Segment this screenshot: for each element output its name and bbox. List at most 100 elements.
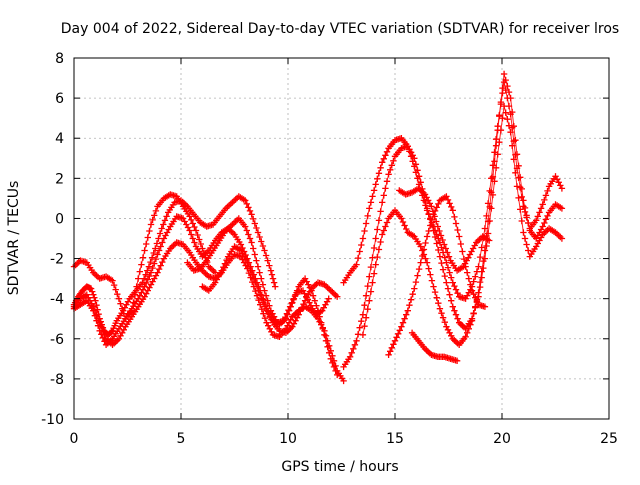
- data-point-marker: [537, 205, 545, 212]
- data-point-marker: [478, 268, 485, 275]
- data-point-marker: [468, 317, 476, 324]
- data-point-marker: [295, 311, 302, 318]
- data-point-marker: [148, 254, 156, 261]
- y-tick-label: -10: [41, 412, 64, 428]
- data-point-marker: [248, 239, 255, 246]
- data-point-marker: [525, 219, 532, 227]
- data-point-marker: [500, 102, 508, 110]
- y-tick-label: -2: [50, 252, 64, 268]
- data-point-marker: [156, 230, 164, 237]
- data-point-marker: [98, 323, 105, 330]
- data-point-marker: [364, 306, 371, 313]
- data-point-marker: [541, 219, 548, 227]
- data-point-marker: [110, 281, 118, 289]
- data-point-marker: [250, 245, 257, 252]
- data-point-marker: [149, 216, 156, 224]
- data-point-marker: [153, 240, 161, 247]
- data-point-marker: [372, 261, 379, 268]
- data-point-marker: [144, 267, 151, 274]
- data-point-marker: [521, 235, 529, 242]
- data-point-marker: [472, 294, 479, 301]
- data-point-marker: [558, 185, 566, 192]
- data-point-marker: [435, 246, 442, 254]
- data-point-marker: [525, 247, 532, 254]
- data-point-marker: [429, 208, 437, 215]
- data-point-marker: [536, 209, 543, 216]
- data-point-marker: [497, 98, 505, 106]
- chart-title: Day 004 of 2022, Sidereal Day-to-day VTE…: [61, 21, 619, 37]
- data-point-marker: [186, 213, 193, 220]
- data-point-marker: [445, 253, 453, 260]
- data-point-marker: [155, 247, 163, 254]
- data-point-marker: [518, 193, 525, 201]
- data-point-marker: [145, 263, 153, 270]
- data-point-marker: [517, 206, 524, 213]
- data-point-marker: [468, 287, 476, 294]
- data-point-marker: [311, 297, 318, 304]
- data-point-marker: [367, 288, 375, 295]
- data-point-marker: [520, 197, 527, 204]
- data-point-marker: [441, 319, 448, 326]
- data-point-marker: [330, 357, 338, 364]
- data-point-marker: [521, 204, 529, 212]
- data-point-marker: [272, 283, 279, 290]
- plot-frame: [73, 57, 610, 420]
- data-point-marker: [245, 231, 252, 238]
- data-point-marker: [518, 185, 525, 193]
- data-point-marker: [517, 174, 524, 181]
- data-point-marker: [362, 220, 370, 227]
- data-point-marker: [544, 212, 551, 220]
- data-point-marker: [465, 275, 472, 282]
- data-point-marker: [359, 331, 367, 338]
- data-point-marker: [431, 233, 439, 241]
- data-point-marker: [163, 213, 170, 220]
- data-point-marker: [488, 189, 495, 196]
- data-point-marker: [456, 233, 463, 240]
- data-point-marker: [387, 166, 394, 173]
- data-point-marker: [496, 113, 503, 120]
- data-point-marker: [377, 238, 384, 246]
- data-point-marker: [512, 137, 519, 144]
- data-point-marker: [444, 264, 452, 271]
- data-point-marker: [245, 263, 253, 270]
- data-point-marker: [406, 302, 413, 309]
- data-point-marker: [412, 161, 420, 168]
- data-point-marker: [188, 216, 195, 224]
- data-point-marker: [454, 290, 461, 297]
- x-tick-label: 25: [600, 431, 618, 447]
- data-point-marker: [159, 239, 166, 246]
- data-point-marker: [462, 333, 469, 340]
- data-point-marker: [435, 300, 442, 307]
- data-point-marker: [483, 242, 490, 250]
- data-point-marker: [375, 246, 383, 253]
- data-point-marker: [451, 307, 458, 314]
- data-point-marker: [444, 249, 451, 256]
- data-point-marker: [135, 275, 142, 282]
- data-point-marker: [154, 269, 161, 276]
- data-point-marker: [451, 213, 458, 221]
- data-point-marker: [155, 235, 162, 242]
- data-point-marker: [245, 204, 252, 211]
- data-point-marker: [491, 158, 498, 165]
- data-point-marker: [99, 327, 107, 334]
- data-point-marker: [256, 269, 263, 276]
- data-point-marker: [414, 167, 421, 174]
- data-point-marker: [379, 231, 386, 238]
- data-point-marker: [467, 321, 474, 328]
- data-point-marker: [326, 342, 333, 349]
- data-point-marker: [379, 199, 386, 206]
- data-point-marker: [509, 108, 516, 116]
- data-point-marker: [500, 70, 508, 78]
- data-point-marker: [261, 247, 268, 254]
- data-point-marker: [542, 216, 550, 223]
- data-point-marker: [454, 226, 461, 234]
- data-point-marker: [354, 254, 362, 262]
- data-point-marker: [423, 233, 431, 240]
- data-point-marker: [380, 192, 387, 199]
- data-point-marker: [558, 235, 566, 242]
- x-tick-label: 15: [386, 431, 404, 447]
- data-point-marker: [539, 201, 546, 208]
- data-point-marker: [298, 304, 306, 311]
- data-point-marker: [288, 300, 295, 307]
- data-point-marker: [425, 227, 432, 235]
